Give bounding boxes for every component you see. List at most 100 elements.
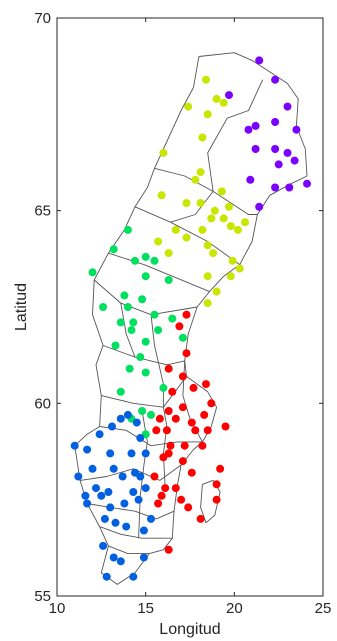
data-point — [116, 387, 125, 396]
data-point — [233, 225, 242, 234]
data-point — [271, 183, 280, 192]
data-point — [196, 199, 205, 207]
data-point — [141, 252, 150, 261]
data-point — [203, 241, 212, 250]
data-point — [196, 514, 205, 523]
data-point — [285, 183, 294, 192]
data-point — [164, 545, 173, 554]
data-point — [136, 434, 145, 442]
data-point — [159, 453, 168, 462]
data-point — [154, 499, 163, 508]
data-point — [219, 214, 228, 223]
data-points — [70, 56, 311, 581]
y-tick-label: 60 — [34, 395, 51, 412]
x-tick-label: 15 — [137, 600, 154, 617]
axis-ticks: 10 15 20 25 55 60 65 70 — [34, 10, 331, 617]
county-border — [108, 545, 150, 555]
data-point — [178, 457, 187, 466]
y-tick-label: 70 — [34, 10, 51, 27]
data-point — [154, 326, 163, 335]
data-point — [127, 449, 136, 458]
data-point — [154, 237, 163, 246]
data-point — [303, 179, 311, 188]
data-point — [202, 380, 210, 389]
data-point — [184, 503, 193, 512]
data-point — [283, 102, 292, 111]
data-point — [246, 175, 255, 184]
data-point — [141, 272, 150, 281]
data-point — [127, 326, 136, 335]
data-point — [161, 484, 170, 493]
county-border — [120, 303, 136, 358]
data-point — [271, 118, 280, 126]
data-point — [178, 333, 187, 342]
data-point — [198, 133, 207, 142]
county-border — [87, 503, 175, 520]
data-point — [97, 491, 106, 500]
county-border — [80, 464, 182, 481]
data-point — [164, 276, 173, 284]
data-point — [198, 441, 207, 450]
data-point — [152, 426, 161, 435]
data-point — [131, 256, 139, 265]
data-point — [187, 468, 196, 477]
data-point — [182, 310, 191, 319]
data-point — [216, 464, 225, 473]
data-point — [138, 407, 147, 415]
data-point — [164, 249, 173, 258]
x-tick-label: 10 — [49, 600, 66, 617]
data-point — [162, 426, 171, 435]
data-point — [182, 199, 191, 207]
data-point — [196, 168, 205, 177]
data-point — [182, 349, 191, 358]
data-point — [210, 206, 219, 215]
x-tick-label: 20 — [226, 600, 243, 617]
y-tick-label: 55 — [34, 588, 51, 605]
data-point — [122, 522, 131, 531]
data-point — [189, 383, 198, 392]
data-point — [95, 430, 104, 439]
data-point — [129, 488, 138, 496]
data-point — [100, 514, 109, 523]
data-point — [180, 441, 189, 450]
plot-frame — [56, 17, 324, 597]
data-point — [244, 125, 253, 134]
data-point — [132, 418, 141, 427]
data-point — [226, 222, 235, 231]
data-point — [116, 414, 125, 423]
data-point — [102, 572, 111, 581]
data-point — [118, 472, 127, 481]
data-point — [164, 407, 173, 415]
county-border — [150, 314, 164, 408]
data-point — [212, 480, 221, 489]
data-point — [92, 484, 100, 493]
data-point — [83, 499, 92, 508]
data-point — [136, 353, 145, 362]
data-point — [108, 422, 116, 431]
data-point — [123, 410, 132, 419]
county-border — [162, 407, 168, 489]
data-point — [141, 484, 150, 493]
data-point — [150, 472, 159, 481]
data-point — [123, 303, 132, 311]
data-point — [225, 202, 233, 211]
data-point — [191, 426, 200, 435]
data-point — [203, 272, 212, 281]
data-point — [226, 272, 235, 281]
data-point — [141, 449, 150, 458]
data-point — [106, 503, 115, 512]
data-point — [187, 418, 196, 427]
data-point — [111, 518, 120, 527]
county-border — [134, 206, 240, 265]
data-point — [99, 541, 108, 550]
data-point — [251, 145, 260, 153]
data-point — [147, 514, 155, 523]
data-point — [202, 75, 210, 84]
county-border — [108, 252, 210, 293]
data-point — [159, 148, 168, 157]
data-point — [241, 218, 249, 227]
data-point — [200, 410, 209, 419]
data-point — [106, 449, 115, 458]
county-border — [102, 345, 185, 366]
